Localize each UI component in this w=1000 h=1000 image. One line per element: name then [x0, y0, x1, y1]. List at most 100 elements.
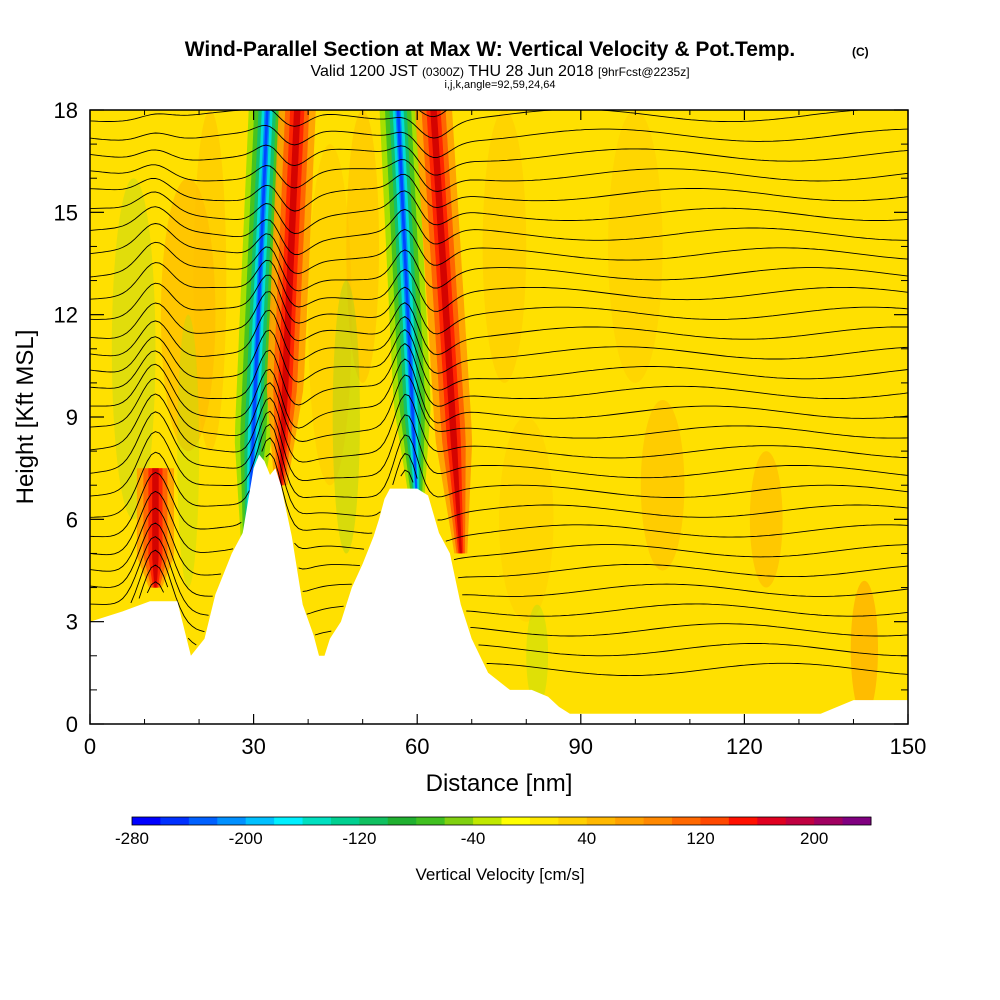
colorbar-swatch	[814, 817, 844, 825]
colorbar-swatch	[302, 817, 332, 825]
colorbar-swatch	[643, 817, 673, 825]
colorbar-swatch	[132, 817, 161, 825]
colorbar-tick-label: 40	[577, 829, 596, 848]
colorbar-swatch	[330, 817, 360, 825]
isentrope-line	[90, 343, 908, 407]
y-tick-label: 18	[54, 98, 78, 123]
colorbar-swatch	[785, 817, 815, 825]
colorbar-swatch	[387, 817, 417, 825]
subtitle-forecast: [9hrFcst@2235z]	[598, 65, 690, 79]
colorbar-swatch	[529, 817, 559, 825]
potential-temperature-contours	[90, 110, 908, 677]
isentrope-line	[90, 393, 908, 463]
field-patch	[111, 178, 156, 520]
isentrope-line	[90, 536, 908, 617]
isentrope-line	[90, 124, 908, 158]
colorbar-swatch	[217, 817, 247, 825]
chart-subtitle: Valid 1200 JST (0300Z) THU 28 Jun 2018 […	[310, 63, 689, 80]
updraft-band	[152, 468, 159, 588]
isentrope-line	[90, 309, 908, 374]
colorbar-tick-label: -120	[342, 829, 376, 848]
y-tick-label: 12	[54, 303, 78, 328]
isentrope-line	[90, 173, 908, 212]
colorbar-swatch	[672, 817, 701, 825]
y-tick-label: 0	[66, 712, 78, 737]
colorbar-swatch	[160, 817, 190, 825]
colorbar-swatch	[757, 817, 787, 825]
colorbar-swatch	[615, 817, 645, 825]
field-patch	[526, 604, 549, 707]
colorbar-tick-label: 200	[800, 829, 828, 848]
isentrope-line	[90, 259, 908, 312]
colorbar-swatch	[245, 817, 275, 825]
field-patch	[640, 399, 685, 571]
y-tick-label: 3	[66, 610, 78, 635]
isentrope-line	[90, 423, 908, 498]
isentrope-line	[90, 410, 908, 482]
isentrope-line	[90, 206, 908, 255]
colorbar	[131, 816, 872, 826]
field-patch	[499, 416, 554, 622]
y-tick-label: 9	[66, 405, 78, 430]
field-patch	[850, 580, 879, 718]
chart-title-mark: (C)	[852, 45, 869, 59]
x-tick-label: 150	[890, 734, 927, 759]
isentrope-line	[90, 374, 908, 442]
colorbar-tick-label: -280	[115, 829, 149, 848]
field-patch	[332, 280, 360, 554]
isentrope-line	[146, 581, 908, 677]
isentrope-line	[138, 564, 908, 657]
x-tick-label: 90	[569, 734, 593, 759]
subtitle-valid: Valid 1200 JST	[310, 63, 418, 80]
colorbar-swatch	[728, 817, 758, 825]
colorbar-swatch	[842, 817, 872, 825]
colorbar-swatch	[586, 817, 616, 825]
updraft-band	[279, 110, 301, 486]
colorbar-label: Vertical Velocity [cm/s]	[415, 865, 584, 884]
isentrope-line	[90, 110, 908, 139]
y-tick-label: 15	[54, 200, 78, 225]
colorbar-ticks: -280 -200 -120 -40 40 120 200	[115, 829, 828, 848]
isentrope-line	[90, 241, 908, 292]
colorbar-swatch	[416, 817, 446, 825]
colorbar-tick-label: -200	[229, 829, 263, 848]
x-tick-label: 60	[405, 734, 429, 759]
colorbar-tick-label: -40	[461, 829, 486, 848]
colorbar-swatch	[444, 817, 474, 825]
isentrope-line	[90, 437, 908, 521]
isentrope-line	[90, 329, 908, 391]
x-axis: 0 30 60 90 120 150	[84, 110, 926, 759]
isentrope-line	[90, 144, 908, 176]
colorbar-swatch	[700, 817, 730, 825]
colorbar-swatch	[359, 817, 389, 825]
field-patch	[346, 110, 380, 383]
x-tick-label: 0	[84, 734, 96, 759]
isentrope-line	[90, 274, 908, 335]
field-patch	[308, 144, 352, 486]
field-patch	[193, 110, 227, 452]
subtitle-utc: (0300Z)	[422, 65, 464, 79]
x-axis-label: Distance [nm]	[426, 770, 573, 797]
isentrope-line	[90, 490, 908, 561]
subtitle-date: THU 28 Jun 2018	[468, 63, 594, 80]
colorbar-swatch	[501, 817, 531, 825]
colorbar-frame	[131, 816, 872, 826]
isentrope-line	[90, 190, 908, 234]
isentrope-line	[130, 549, 908, 637]
isentrope-line	[90, 522, 908, 597]
y-axis: 0 3 6 9 12 15 18	[54, 98, 908, 737]
field-patch	[749, 451, 783, 588]
colorbar-swatch	[473, 817, 502, 825]
isentrope-line	[90, 159, 908, 192]
y-tick-label: 6	[66, 507, 78, 532]
terrain	[90, 454, 908, 724]
chart-title: Wind-Parallel Section at Max W: Vertical…	[185, 38, 796, 61]
updraft-band	[430, 110, 462, 554]
field-patch	[608, 110, 663, 383]
colorbar-tick-label: 120	[686, 829, 714, 848]
x-tick-label: 30	[241, 734, 265, 759]
chart-subtitle-indices: i,j,k,angle=92,59,24,64	[444, 79, 555, 91]
isentrope-line	[90, 291, 908, 356]
downdraft-band	[396, 110, 418, 510]
